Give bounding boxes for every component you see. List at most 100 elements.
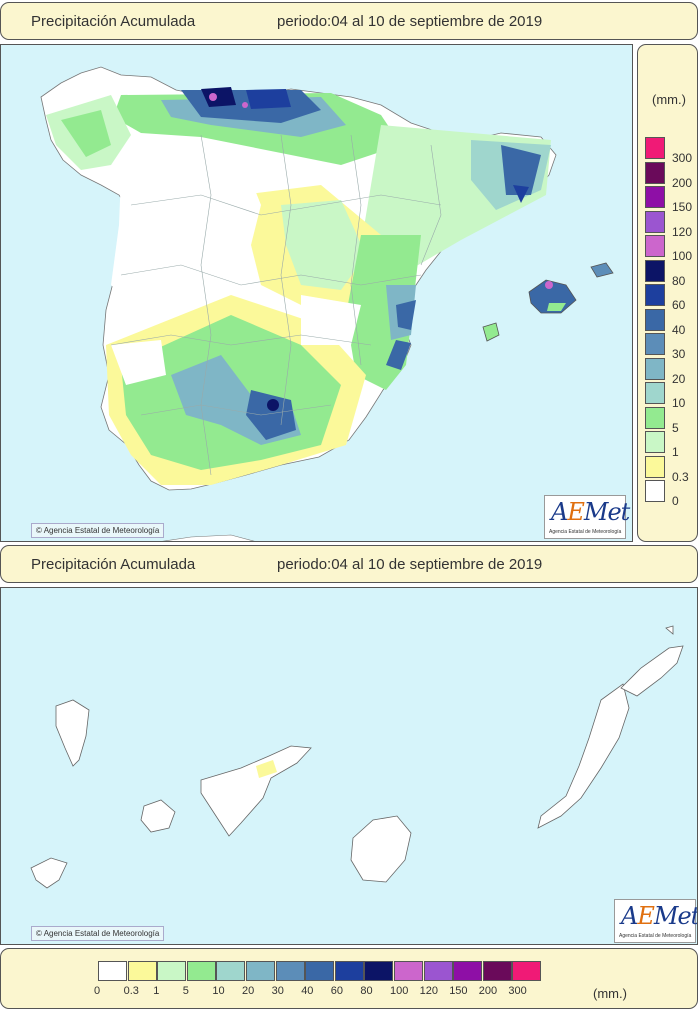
canary-map: © Agencia Estatal de Meteorología AEMet … bbox=[0, 587, 698, 945]
hlegend-label-200: 200 bbox=[478, 985, 498, 997]
hlegend-swatch-150 bbox=[453, 961, 483, 981]
el-hierro-island bbox=[30, 857, 68, 889]
legend-label-20: 20 bbox=[672, 371, 686, 386]
hlegend-swatch-5 bbox=[186, 961, 216, 981]
hlegend-label-80: 80 bbox=[360, 985, 373, 997]
hlegend-swatch-80 bbox=[364, 961, 394, 981]
legend-label-120: 120 bbox=[672, 224, 693, 239]
legend-label-150: 150 bbox=[672, 200, 693, 214]
gran-canaria-island bbox=[350, 815, 412, 883]
legend-label-300: 300 bbox=[672, 151, 693, 165]
province-borders bbox=[110, 134, 442, 476]
copyright-note: © Agencia Estatal de Meteorología bbox=[31, 523, 165, 538]
legend-swatch-80 bbox=[645, 259, 665, 282]
canary-map-svg bbox=[30, 625, 684, 889]
hlegend-swatch-120 bbox=[423, 961, 453, 981]
legend-label-80: 80 bbox=[672, 273, 686, 288]
legend-swatch-0 bbox=[645, 480, 665, 502]
legend-swatch-60 bbox=[645, 284, 665, 306]
hlegend-swatch-30 bbox=[275, 961, 305, 981]
legend-swatch-40 bbox=[645, 308, 665, 331]
hlegend-swatch-200 bbox=[482, 961, 512, 981]
hlegend-label-0.3: 0.3 bbox=[123, 985, 139, 997]
la-gomera-island bbox=[140, 799, 176, 833]
africa-coast bbox=[162, 534, 255, 541]
hlegend-label-40: 40 bbox=[301, 985, 314, 997]
menorca-island bbox=[590, 262, 614, 278]
precip-south-white bbox=[111, 340, 166, 385]
map-title: Precipitación Acumulada bbox=[31, 13, 196, 30]
lanzarote-island bbox=[620, 645, 684, 697]
aemet-logo: AEMet Agencia Estatal de Meteorología bbox=[544, 495, 630, 539]
canary-logo-subtitle: Agencia Estatal de Meteorología bbox=[619, 933, 692, 939]
legend-panel: (mm.) 300 200 150 120 100 80 60 40 30 20 10 5 1 0.3 0 bbox=[637, 44, 698, 542]
precip-dry-central bbox=[301, 295, 361, 345]
hlegend-label-60: 60 bbox=[330, 985, 344, 997]
legend-label-30: 30 bbox=[672, 347, 686, 361]
precip-east-60 bbox=[386, 340, 411, 370]
tenerife-island bbox=[200, 745, 312, 837]
legend-label-0: 0 bbox=[672, 494, 679, 508]
precip-ne-60 bbox=[513, 185, 529, 203]
hlegend-label-300: 300 bbox=[508, 985, 527, 997]
hlegend-label-30: 30 bbox=[271, 985, 284, 997]
legend-label-40: 40 bbox=[672, 322, 686, 337]
canary-title-bar: Precipitación Acumulada periodo:04 al 10… bbox=[0, 545, 698, 583]
horizontal-legend-unit: (mm.) bbox=[593, 986, 627, 1001]
hlegend-swatch-0 bbox=[98, 961, 127, 981]
precip-galicia-10 bbox=[61, 110, 111, 157]
top-title-bar: Precipitación Acumulada periodo:04 al 10… bbox=[0, 2, 698, 40]
legend-swatch-300 bbox=[645, 137, 665, 159]
hlegend-swatch-20 bbox=[246, 961, 275, 981]
legend-swatch-5 bbox=[645, 406, 665, 429]
legend-label-60: 60 bbox=[672, 298, 686, 312]
peninsula-map-svg bbox=[40, 66, 614, 541]
precip-north-80 bbox=[201, 87, 236, 107]
legend-label-1: 1 bbox=[672, 445, 679, 459]
hlegend-swatch-0.3 bbox=[127, 961, 157, 981]
bottom-legend-panel: 0 0.3 1 5 10 20 30 40 60 80 100 120 150 200 300 (mm.) bbox=[0, 948, 698, 1009]
legend-swatch-100 bbox=[645, 235, 665, 257]
precip-north-100b bbox=[242, 102, 248, 108]
precip-ne-40 bbox=[501, 145, 541, 195]
mallorca-100 bbox=[545, 281, 553, 289]
hlegend-label-1: 1 bbox=[153, 985, 160, 997]
hlegend-swatch-1 bbox=[157, 961, 187, 981]
hlegend-swatch-300 bbox=[512, 961, 542, 981]
canary-logo-word: AEMet bbox=[621, 902, 698, 930]
period-label: periodo:04 al 10 de septiembre de 2019 bbox=[277, 13, 543, 30]
peninsula-map: © Agencia Estatal de Meteorología AEMet … bbox=[0, 44, 633, 542]
legend-label-5: 5 bbox=[672, 420, 679, 435]
canary-period-label: periodo:04 al 10 de septiembre de 2019 bbox=[277, 556, 543, 573]
hlegend-swatch-60 bbox=[334, 961, 364, 981]
legend-label-200: 200 bbox=[672, 175, 693, 190]
hlegend-label-10: 10 bbox=[212, 985, 225, 997]
precip-south-80 bbox=[267, 399, 279, 411]
legend-swatch-150 bbox=[645, 186, 665, 208]
hlegend-label-0: 0 bbox=[94, 985, 101, 997]
ibiza-island bbox=[482, 322, 500, 342]
hlegend-swatch-100 bbox=[394, 961, 423, 981]
legend-label-100: 100 bbox=[672, 249, 693, 263]
precip-north-80b bbox=[246, 89, 291, 109]
copyright-text: Agencia Estatal de Meteorología bbox=[43, 526, 160, 535]
logo-subtitle: Agencia Estatal de Meteorología bbox=[549, 529, 622, 535]
legend-label-10: 10 bbox=[672, 396, 686, 410]
canary-copyright-text: Agencia Estatal de Meteorología bbox=[43, 929, 160, 938]
precip-central-1 bbox=[281, 200, 366, 290]
legend-swatch-10 bbox=[645, 382, 665, 404]
la-graciosa-island bbox=[665, 625, 674, 635]
hlegend-swatch-10 bbox=[216, 961, 246, 981]
hlegend-label-5: 5 bbox=[182, 985, 189, 997]
canary-map-title: Precipitación Acumulada bbox=[31, 556, 196, 573]
canary-aemet-logo: AEMet Agencia Estatal de Meteorología bbox=[614, 899, 698, 943]
precip-east-40 bbox=[396, 300, 416, 330]
legend-swatch-1 bbox=[645, 431, 665, 453]
legend-unit: (mm.) bbox=[652, 92, 686, 107]
hlegend-label-20: 20 bbox=[242, 985, 255, 997]
legend-swatch-0.3 bbox=[645, 455, 665, 478]
fuerteventura-island bbox=[537, 683, 630, 829]
precip-dry-west bbox=[111, 155, 261, 315]
la-palma-island bbox=[55, 699, 90, 767]
precip-south-40 bbox=[246, 390, 296, 440]
